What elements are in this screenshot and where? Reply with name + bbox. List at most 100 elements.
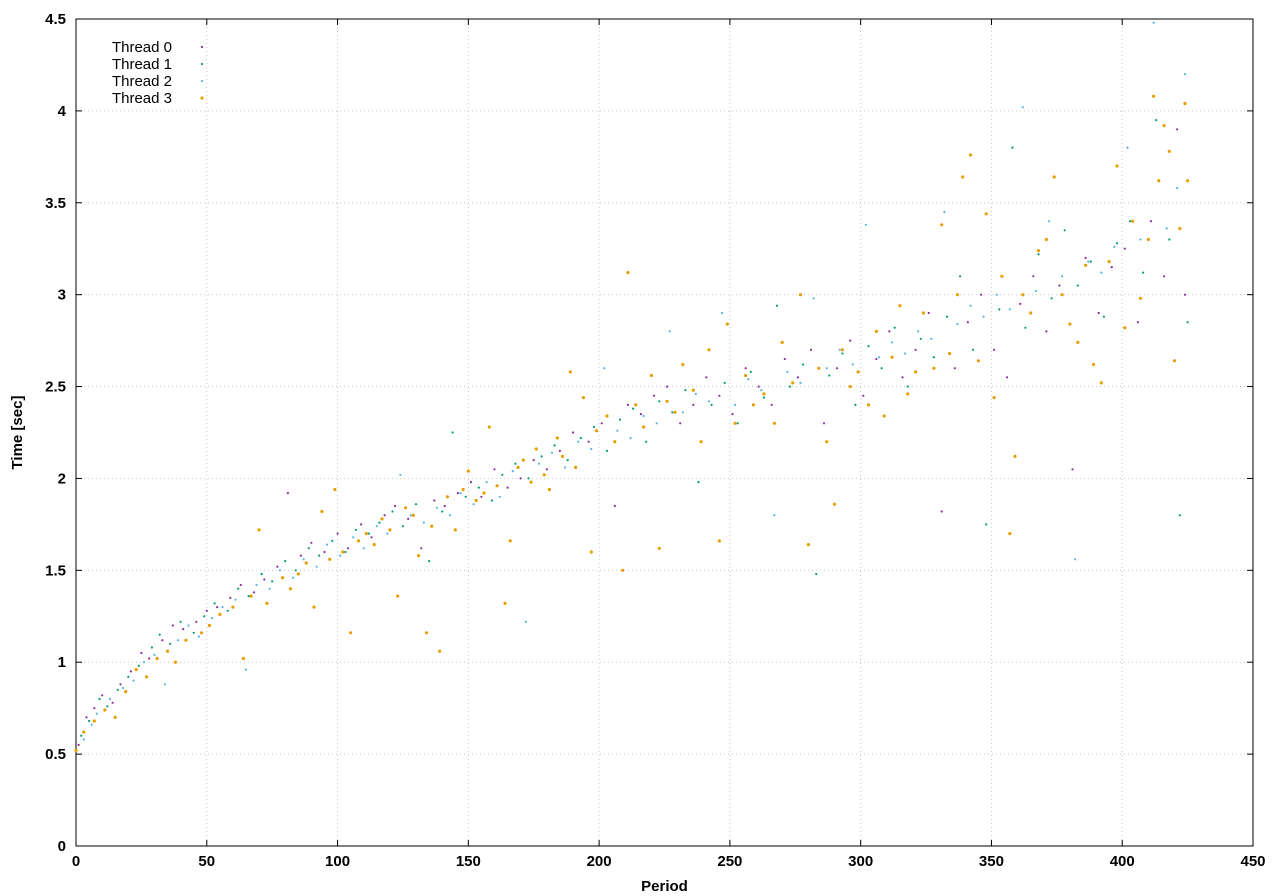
data-point-thread-0 bbox=[692, 403, 695, 406]
data-point-thread-3 bbox=[396, 594, 400, 598]
data-point-thread-0 bbox=[940, 510, 943, 513]
data-point-thread-1 bbox=[294, 569, 297, 572]
data-point-thread-0 bbox=[1123, 247, 1126, 250]
data-point-thread-3 bbox=[914, 370, 918, 374]
data-point-thread-1 bbox=[841, 352, 844, 355]
data-point-thread-3 bbox=[155, 656, 159, 661]
data-point-thread-3 bbox=[691, 388, 695, 392]
data-point-thread-0 bbox=[666, 385, 669, 388]
data-point-thread-1 bbox=[464, 495, 467, 498]
data-point-thread-0 bbox=[229, 596, 232, 600]
data-point-thread-3 bbox=[1172, 359, 1177, 363]
data-point-thread-1 bbox=[354, 528, 357, 532]
data-point-thread-3 bbox=[257, 528, 261, 532]
data-point-thread-1 bbox=[854, 403, 857, 406]
data-point-thread-0 bbox=[587, 440, 590, 443]
data-point-thread-2 bbox=[1074, 558, 1077, 561]
data-point-thread-0 bbox=[1006, 376, 1009, 379]
data-point-thread-2 bbox=[786, 370, 789, 373]
data-point-thread-3 bbox=[503, 601, 507, 606]
data-point-thread-1 bbox=[775, 304, 779, 307]
x-tick-label: 150 bbox=[456, 853, 481, 870]
data-point-thread-0 bbox=[323, 550, 326, 554]
data-point-thread-3 bbox=[1091, 362, 1096, 367]
data-point-thread-3 bbox=[388, 528, 392, 532]
data-point-thread-0 bbox=[119, 683, 122, 686]
y-tick-label: 0.5 bbox=[45, 746, 66, 763]
data-point-thread-3 bbox=[372, 543, 376, 547]
data-point-thread-3 bbox=[1052, 175, 1056, 179]
data-point-thread-0 bbox=[1136, 321, 1139, 324]
data-point-thread-0 bbox=[85, 716, 88, 719]
data-point-thread-0 bbox=[129, 670, 132, 673]
data-point-thread-0 bbox=[360, 523, 363, 526]
data-point-thread-2 bbox=[694, 392, 698, 395]
data-point-thread-3 bbox=[791, 381, 795, 385]
data-point-thread-2 bbox=[930, 337, 933, 340]
data-point-thread-1 bbox=[441, 510, 444, 513]
data-point-thread-3 bbox=[1167, 149, 1171, 153]
data-point-thread-2 bbox=[422, 521, 425, 524]
data-point-thread-2 bbox=[550, 451, 554, 454]
data-point-thread-3 bbox=[984, 212, 988, 216]
data-point-thread-0 bbox=[1176, 128, 1179, 131]
data-point-thread-1 bbox=[1076, 284, 1079, 287]
data-point-thread-2 bbox=[773, 514, 776, 517]
data-point-thread-3 bbox=[1186, 179, 1190, 183]
data-point-thread-3 bbox=[333, 487, 337, 492]
data-point-thread-3 bbox=[733, 421, 737, 425]
data-point-thread-2 bbox=[877, 356, 881, 359]
data-point-thread-3 bbox=[547, 487, 552, 492]
data-point-thread-3 bbox=[521, 458, 525, 462]
data-point-thread-3 bbox=[605, 414, 609, 418]
data-point-thread-0 bbox=[263, 578, 266, 581]
data-point-thread-2 bbox=[1100, 271, 1103, 274]
data-point-thread-0 bbox=[1084, 256, 1087, 259]
data-point-thread-1 bbox=[414, 503, 418, 506]
data-point-thread-1 bbox=[540, 455, 543, 458]
data-point-thread-3 bbox=[424, 631, 429, 635]
data-point-thread-3 bbox=[199, 631, 204, 635]
data-point-thread-3 bbox=[762, 392, 766, 396]
data-point-thread-2 bbox=[362, 547, 365, 550]
data-point-thread-3 bbox=[207, 623, 211, 628]
data-point-thread-1 bbox=[985, 523, 988, 526]
data-point-thread-1 bbox=[697, 481, 700, 484]
data-point-thread-0 bbox=[927, 311, 930, 315]
data-point-thread-2 bbox=[244, 668, 248, 671]
data-point-thread-0 bbox=[953, 367, 956, 370]
data-point-thread-2 bbox=[268, 587, 271, 590]
data-point-thread-0 bbox=[77, 743, 80, 747]
data-point-thread-2 bbox=[734, 403, 737, 406]
data-point-thread-0 bbox=[914, 348, 917, 351]
data-point-thread-3 bbox=[581, 396, 586, 400]
data-point-thread-2 bbox=[278, 569, 282, 572]
data-point-thread-1 bbox=[1102, 315, 1105, 318]
data-point-thread-2 bbox=[1008, 308, 1011, 311]
data-point-thread-2 bbox=[629, 436, 632, 440]
data-point-thread-1 bbox=[1178, 514, 1181, 517]
data-point-thread-3 bbox=[304, 561, 308, 565]
data-point-thread-0 bbox=[1149, 220, 1153, 223]
data-point-thread-0 bbox=[862, 394, 865, 397]
data-point-thread-0 bbox=[239, 583, 242, 587]
data-point-thread-0 bbox=[901, 376, 904, 379]
data-point-thread-0 bbox=[420, 547, 423, 550]
data-point-thread-3 bbox=[241, 656, 245, 661]
data-point-thread-1 bbox=[1115, 242, 1119, 245]
data-point-thread-2 bbox=[485, 481, 488, 484]
data-point-thread-1 bbox=[579, 436, 582, 440]
data-point-thread-2 bbox=[234, 598, 237, 601]
data-point-thread-1 bbox=[906, 385, 909, 388]
data-point-thread-1 bbox=[116, 688, 119, 691]
data-point-thread-3 bbox=[495, 484, 499, 488]
data-point-thread-2 bbox=[577, 440, 580, 443]
data-point-thread-3 bbox=[453, 528, 457, 532]
data-point-thread-3 bbox=[380, 517, 384, 521]
data-point-thread-1 bbox=[260, 572, 263, 576]
data-point-thread-3 bbox=[751, 403, 756, 407]
data-point-thread-3 bbox=[1138, 296, 1143, 300]
data-point-thread-0 bbox=[299, 554, 302, 557]
data-point-thread-0 bbox=[433, 499, 436, 502]
